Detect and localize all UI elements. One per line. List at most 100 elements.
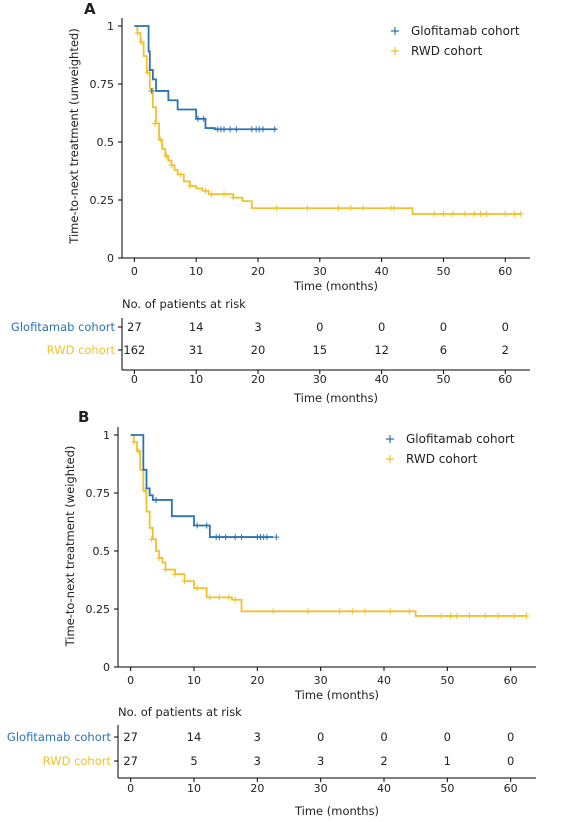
y-tick-label: 0.25: [90, 194, 115, 207]
censor-mark: [134, 29, 141, 36]
x-tick-label: 50: [440, 674, 454, 687]
risk-row-label: Glofitamab cohort: [7, 730, 112, 744]
censor-mark: [216, 534, 223, 541]
censor-mark: [233, 126, 240, 133]
y-axis-title: Time-to-next treatment (unweighted): [67, 28, 81, 244]
censor-mark: [477, 210, 484, 217]
risk-x-tick-label: 10: [189, 373, 203, 386]
censor-mark: [221, 191, 227, 198]
censor-mark: [273, 205, 280, 212]
censor-mark: [144, 69, 151, 76]
risk-count: 31: [189, 343, 204, 357]
censor-mark: [438, 612, 444, 619]
y-tick-label: 0.5: [93, 545, 111, 558]
risk-count: 3: [254, 730, 261, 744]
legend-marker: [386, 435, 394, 443]
km-curve-glofitamab: [134, 25, 277, 131]
censor-mark: [177, 171, 184, 178]
censor-mark: [336, 608, 343, 615]
risk-x-tick-label: 50: [436, 373, 450, 386]
legend-marker: [386, 455, 394, 463]
censor-mark: [135, 448, 142, 455]
x-tick-label: 30: [314, 674, 328, 687]
legend-label: Glofitamab cohort: [406, 432, 515, 446]
censor-mark: [406, 608, 413, 615]
censor-mark: [216, 594, 223, 601]
risk-row-label: Glofitamab cohort: [11, 320, 116, 334]
censor-mark: [172, 571, 178, 578]
censor-mark: [157, 136, 164, 143]
censor-mark: [232, 596, 239, 603]
legend-marker: [391, 27, 399, 35]
censor-mark: [440, 210, 447, 217]
y-tick-label: 0.75: [86, 487, 111, 500]
censor-mark: [304, 205, 311, 212]
censor-mark: [168, 162, 175, 169]
censor-mark: [495, 612, 501, 619]
risk-x-tick-label: 20: [250, 782, 264, 795]
risk-x-tick-label: 40: [377, 782, 391, 795]
censor-mark: [221, 126, 227, 133]
risk-count: 0: [502, 320, 509, 334]
risk-count: 0: [440, 320, 447, 334]
risk-row-label: RWD cohort: [43, 754, 112, 768]
censor-mark: [206, 594, 213, 601]
x-tick-label: 20: [251, 265, 265, 278]
censor-mark: [387, 608, 394, 615]
risk-count: 0: [444, 730, 451, 744]
censor-mark: [208, 191, 215, 198]
censor-mark: [273, 534, 280, 541]
censor-mark: [483, 210, 490, 217]
censor-mark: [187, 183, 193, 190]
legend-label: RWD cohort: [406, 452, 478, 466]
censor-mark: [138, 39, 145, 46]
censor-mark: [163, 152, 170, 159]
censor-mark: [194, 522, 201, 529]
legend-label: Glofitamab cohort: [411, 24, 520, 38]
risk-x-tick-label: 0: [127, 782, 134, 795]
censor-mark: [148, 87, 155, 94]
censor-mark: [462, 210, 469, 217]
censor-mark: [466, 612, 473, 619]
y-tick-label: 0.25: [86, 603, 111, 616]
y-axis-title: Time-to-next treatment (weighted): [63, 446, 77, 648]
censor-mark: [482, 612, 489, 619]
censor-mark: [148, 536, 155, 543]
legend-label: RWD cohort: [411, 44, 483, 58]
risk-count: 15: [312, 343, 327, 357]
risk-count: 0: [378, 320, 385, 334]
censor-mark: [517, 210, 524, 217]
risk-count: 0: [507, 754, 514, 768]
censor-mark: [225, 594, 232, 601]
risk-count: 0: [507, 730, 514, 744]
risk-table-x-title: Time (months): [293, 391, 378, 405]
risk-count: 27: [123, 754, 138, 768]
x-tick-label: 60: [498, 265, 512, 278]
censor-mark: [362, 608, 368, 615]
censor-mark: [232, 534, 239, 541]
km-curve-glofitamab: [130, 434, 274, 538]
risk-x-tick-label: 30: [313, 373, 327, 386]
censor-mark: [263, 534, 270, 541]
risk-count: 2: [380, 754, 387, 768]
risk-x-tick-label: 10: [187, 782, 201, 795]
y-tick-label: 0.75: [90, 78, 115, 91]
risk-count: 2: [502, 343, 509, 357]
censor-mark: [453, 612, 460, 619]
y-tick-label: 0: [103, 661, 110, 674]
censor-mark: [194, 585, 201, 592]
x-tick-label: 40: [375, 265, 389, 278]
x-tick-label: 0: [127, 674, 134, 687]
x-tick-label: 10: [187, 674, 201, 687]
censor-mark: [162, 566, 169, 573]
risk-count: 27: [123, 730, 138, 744]
risk-x-tick-label: 60: [504, 782, 518, 795]
censor-mark: [195, 115, 202, 122]
risk-count: 1: [444, 754, 451, 768]
risk-x-tick-label: 30: [314, 782, 328, 795]
censor-mark: [360, 205, 367, 212]
x-tick-label: 40: [377, 674, 391, 687]
risk-count: 0: [317, 730, 324, 744]
censor-mark: [391, 205, 397, 212]
censor-mark: [238, 534, 245, 541]
